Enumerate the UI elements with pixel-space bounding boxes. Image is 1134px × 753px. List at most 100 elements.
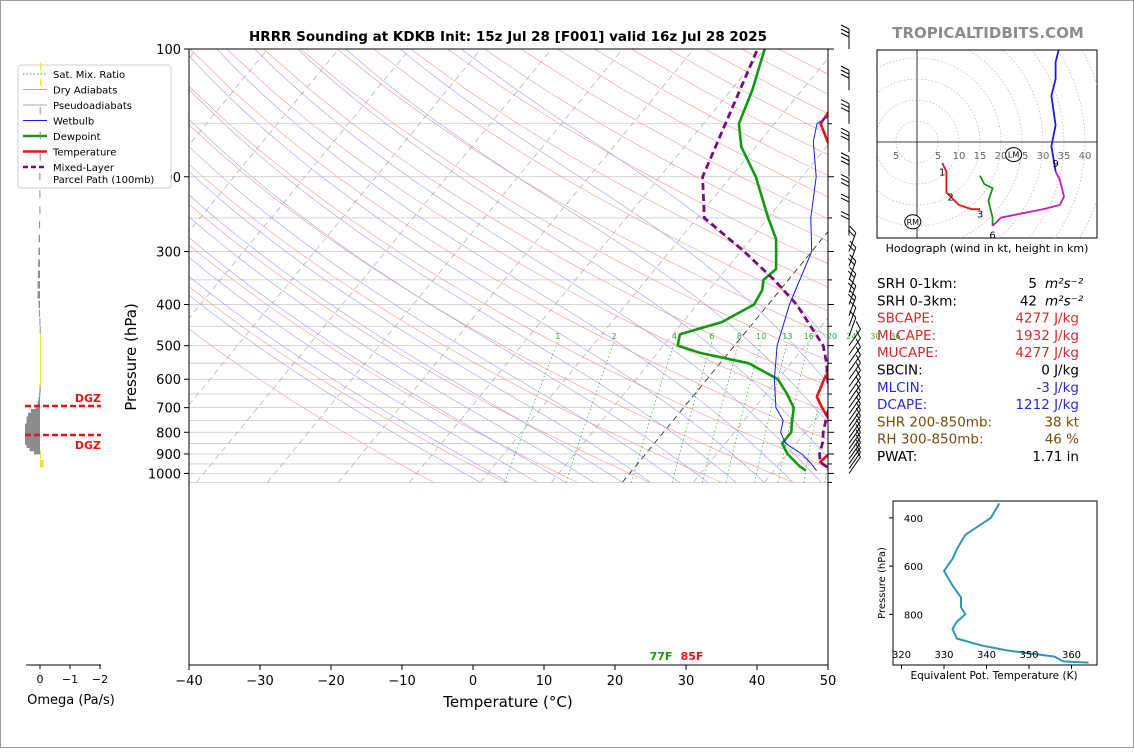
mixing-ratio-label: 16	[804, 332, 814, 341]
omega-bar	[38, 259, 40, 267]
omega-bar	[40, 326, 41, 334]
y-tick-label: 500	[156, 340, 181, 355]
mixing-ratio-label: 8	[737, 332, 742, 341]
moist-adiabat-line	[101, 49, 679, 482]
mixing-ratio-label: 6	[709, 332, 714, 341]
wind-barb-flag	[841, 29, 849, 33]
x-tick-label: 20	[607, 674, 624, 689]
wind-barb	[842, 339, 862, 363]
mixing-ratio-label: 20	[827, 332, 837, 341]
hodograph-height-label: 3	[977, 209, 983, 220]
omega-bar	[39, 248, 41, 256]
x-tick-label: −10	[388, 674, 415, 689]
legend-label-wetbulb: Wetbulb	[53, 117, 94, 128]
legend-label-temperature: Temperature	[52, 148, 116, 159]
wind-barb-staff	[849, 378, 860, 394]
wind-barb-flag	[854, 402, 863, 410]
legend-label-moist: Pseudoadiabats	[53, 101, 132, 112]
legend-label-parcel: Parcel Path (100mb)	[53, 175, 154, 186]
moist-adiabat-line	[153, 49, 736, 482]
x-tick-label: −40	[175, 674, 202, 689]
hodograph-ring-label: 40	[1079, 151, 1092, 162]
surface-temp-label: 85F	[681, 650, 704, 663]
skewt-ylabel: Pressure (hPa)	[122, 303, 140, 411]
omega-bar	[40, 107, 41, 115]
y-tick-label: 800	[156, 426, 181, 441]
wind-barb-flag	[841, 198, 849, 202]
stat-label: SBCIN:	[877, 363, 923, 379]
omega-tick-label: 0	[37, 673, 44, 686]
omega-bar	[40, 349, 41, 357]
dry-adiabat-line	[153, 49, 865, 482]
wind-barb-flag	[841, 25, 849, 29]
omega-bar	[39, 206, 40, 214]
skewt-xlabel: Temperature (°C)	[442, 693, 572, 711]
wind-barb	[841, 153, 849, 177]
stat-label: RH 300-850mb:	[877, 432, 984, 448]
legend-label-mix: Sat. Mix. Ratio	[53, 70, 125, 81]
omega-bar	[39, 173, 40, 181]
hodograph-height-label: 9	[1052, 159, 1058, 170]
thetae-xlabel: Equivalent Pot. Temperature (K)	[910, 670, 1077, 682]
x-tick-label: 40	[749, 674, 766, 689]
storm-motion-label: RM	[907, 218, 920, 227]
wind-barb	[841, 66, 849, 90]
hodograph-frame	[877, 50, 1097, 238]
wind-barb-staff	[849, 370, 860, 386]
dgz-label-top: DGZ	[75, 392, 101, 405]
stat-value: 1212 J/kg	[1015, 397, 1079, 413]
omega-bar	[39, 235, 40, 243]
thetae-frame	[893, 501, 1097, 665]
omega-bar	[40, 334, 41, 342]
x-tick-label: 0	[469, 674, 477, 689]
stat-label: MUCAPE:	[877, 345, 938, 361]
isotherm-line	[480, 49, 835, 482]
thetae-x-tick-label: 340	[977, 650, 996, 661]
y-tick-label: 100	[156, 43, 181, 58]
stat-value: 1.71 in	[1032, 449, 1079, 465]
mixing-ratio-label: 4	[672, 332, 677, 341]
wind-barb-flag	[854, 363, 863, 371]
moist-adiabat-line	[297, 49, 849, 482]
stat-value: 46 %	[1045, 432, 1079, 448]
x-tick-label: 50	[820, 674, 837, 689]
dry-adiabat-line	[116, 49, 793, 482]
wind-barb-flag	[841, 161, 849, 165]
hodograph-ring-label: 5	[935, 151, 941, 162]
wind-barb-staff	[849, 347, 860, 363]
omega-bar	[38, 281, 40, 289]
stat-value: 42	[1020, 293, 1037, 309]
stat-label: MLCIN:	[877, 380, 924, 396]
wind-barb	[841, 211, 849, 235]
omega-bar	[38, 291, 40, 299]
thetae-y-tick-label: 800	[904, 610, 923, 621]
omega-bar	[40, 153, 41, 161]
stat-value: 5	[1028, 276, 1037, 292]
moist-adiabat-line	[125, 49, 707, 482]
wind-barb-flag	[841, 66, 849, 70]
omega-bar	[39, 301, 41, 309]
legend-label-dewpoint: Dewpoint	[53, 132, 101, 143]
stat-value: 4277 J/kg	[1015, 311, 1079, 327]
mixing-ratio-label: 1	[555, 332, 560, 341]
stat-label: MLCAPE:	[877, 328, 936, 344]
omega-bar	[39, 221, 40, 229]
wind-barb-flag	[841, 178, 849, 182]
wind-barb-flag	[841, 132, 849, 136]
moist-adiabat-line	[400, 49, 906, 482]
stat-value: 4277 J/kg	[1015, 345, 1079, 361]
hodograph-height-label: 6	[989, 230, 995, 241]
moist-adiabat-line	[346, 49, 878, 482]
wind-barb-staff	[849, 363, 860, 379]
skewt-ticks: −40−30−20−100102030405010020030040050060…	[148, 43, 836, 689]
hodograph-ring-label: 30	[1037, 151, 1050, 162]
omega-bar	[39, 318, 40, 326]
wind-barb-staff	[849, 457, 860, 473]
wind-barb-flag	[841, 215, 849, 219]
omega-bar	[40, 356, 41, 364]
wind-barb	[841, 25, 849, 49]
wind-barb-flag	[841, 211, 849, 215]
